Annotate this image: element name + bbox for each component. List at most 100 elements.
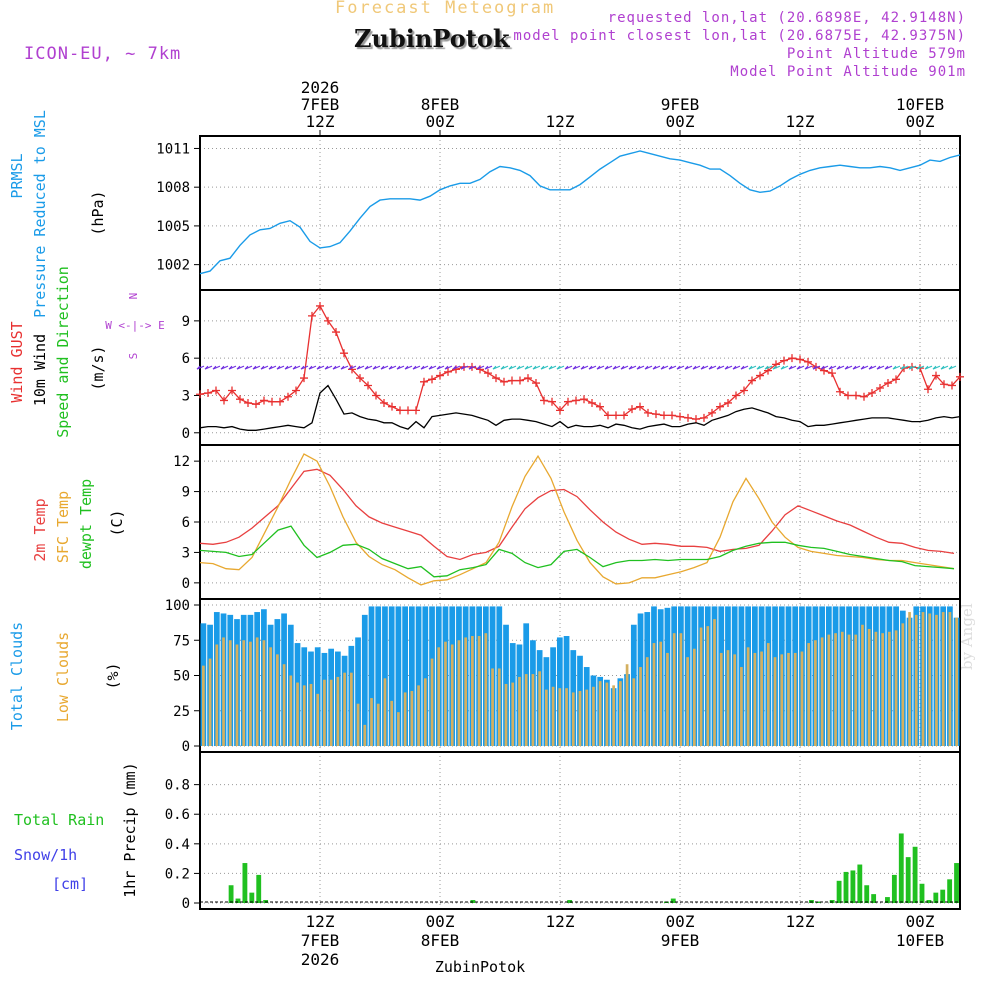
gust-marker	[564, 397, 572, 406]
model-label: ICON-EU, ~ 7km	[24, 44, 182, 64]
rain-bar	[871, 894, 877, 903]
gust-marker	[940, 380, 948, 389]
gust-marker	[500, 377, 508, 386]
low-cloud-bar	[955, 617, 958, 746]
low-cloud-bar	[740, 667, 743, 746]
wind-direction-arrow	[420, 365, 429, 370]
bottom-axis-hour: 00Z	[906, 912, 935, 931]
gust-marker	[724, 398, 732, 407]
gust-marker	[596, 402, 604, 411]
low-cloud-bar	[296, 682, 299, 746]
low-cloud-bar	[686, 657, 689, 746]
low-cloud-bar	[343, 672, 346, 746]
low-cloud-bar	[255, 637, 259, 746]
low-cloud-bar	[793, 652, 797, 746]
gust-marker	[676, 412, 684, 421]
rain-bar	[940, 889, 946, 903]
gust-marker	[556, 406, 564, 415]
pressure-unit: (hPa)	[89, 190, 107, 235]
low-cloud-bar	[814, 640, 817, 746]
low-cloud-bar	[625, 664, 629, 746]
wind-direction-arrow	[908, 365, 917, 370]
low-cloud-bar	[840, 631, 844, 746]
y-tick-label: 50	[173, 669, 190, 685]
low-cloud-bar	[518, 676, 521, 746]
wind-direction-arrow	[860, 365, 869, 370]
low-cloud-bar	[874, 631, 878, 746]
wind-direction-arrow	[548, 365, 557, 370]
gust-marker	[748, 376, 756, 385]
snow-unit-label: [cm]	[52, 875, 88, 893]
top-axis-hour: 12Z	[546, 112, 575, 131]
gust-marker	[292, 386, 300, 395]
gust-marker	[516, 376, 524, 385]
low-cloud-bar	[867, 628, 871, 746]
closest-coords: model point closest lon,lat (20.6875E, 4…	[513, 28, 966, 44]
gust-marker	[484, 369, 492, 378]
wind-direction-arrow	[780, 365, 789, 370]
wind-direction-arrow	[292, 365, 301, 370]
low-cloud-bar	[282, 664, 286, 746]
wind-direction-arrow	[348, 365, 357, 370]
wind-direction-arrow	[724, 365, 733, 370]
top-axis-hour: 00Z	[906, 112, 935, 131]
gust-marker	[756, 371, 764, 380]
wind-direction-arrow	[340, 365, 349, 370]
rain-bar	[228, 885, 234, 903]
wind-direction-arrow	[484, 365, 493, 370]
wind-direction-arrow	[444, 365, 453, 370]
rain-bar	[864, 885, 870, 903]
top-axis-date: 8FEB	[421, 95, 460, 114]
wind-direction-arrow	[708, 365, 717, 370]
gust-marker	[852, 391, 860, 400]
low-cloud-bar	[672, 633, 676, 746]
gust-marker	[316, 301, 324, 310]
y-tick-label: 0	[182, 426, 190, 442]
wind-direction-arrow	[284, 365, 293, 370]
y-tick-label: 0.2	[165, 866, 190, 882]
gust-marker	[412, 406, 420, 415]
low-cloud-bar	[437, 647, 441, 746]
gust-marker	[612, 411, 620, 420]
total-cloud-bar	[422, 606, 429, 746]
bottom-axis-date: 9FEB	[661, 931, 700, 950]
gust-marker	[252, 400, 260, 409]
wind-direction-arrow	[700, 365, 709, 370]
top-axis-hour: 00Z	[666, 112, 695, 131]
gust-marker	[260, 396, 268, 405]
rain-bar	[926, 900, 932, 903]
wind-direction-arrow	[372, 365, 381, 370]
wind-direction-arrow	[900, 365, 909, 370]
wind-direction-arrow	[476, 365, 485, 370]
gust-marker	[932, 371, 940, 380]
wind-direction-arrow	[220, 365, 229, 370]
clouds-unit: (%)	[104, 662, 122, 689]
wind-direction-arrow	[252, 365, 261, 370]
low-cloud-bar	[692, 648, 696, 746]
low-cloud-bar	[262, 640, 266, 746]
low-cloud-bar	[760, 651, 763, 746]
y-tick-label: 12	[173, 454, 190, 470]
low-cloud-bar	[706, 626, 710, 746]
gust-marker	[204, 388, 212, 397]
gust-line	[199, 304, 961, 420]
wind-direction-arrow	[316, 365, 325, 370]
rain-bar	[815, 901, 821, 903]
wind-direction-arrow	[404, 365, 413, 370]
low-cloud-bar	[215, 644, 219, 746]
y-tick-label: 6	[182, 515, 190, 531]
wind-direction-arrow	[588, 365, 597, 370]
dewpt-label: dewpt Temp	[77, 479, 95, 569]
gust-marker	[788, 354, 796, 363]
wind-direction-arrow	[460, 365, 469, 370]
low-cloud-bar	[645, 657, 649, 746]
wind-direction-arrow	[508, 365, 517, 370]
wind-direction-arrow	[300, 365, 309, 370]
low-cloud-bar	[894, 630, 898, 746]
low-cloud-bar	[578, 691, 582, 746]
gust-marker	[244, 398, 252, 407]
low-cloud-bar	[336, 676, 340, 746]
rain-bar	[891, 874, 897, 903]
wind-direction-arrow	[268, 365, 277, 370]
low-cloud-bar	[383, 678, 387, 746]
